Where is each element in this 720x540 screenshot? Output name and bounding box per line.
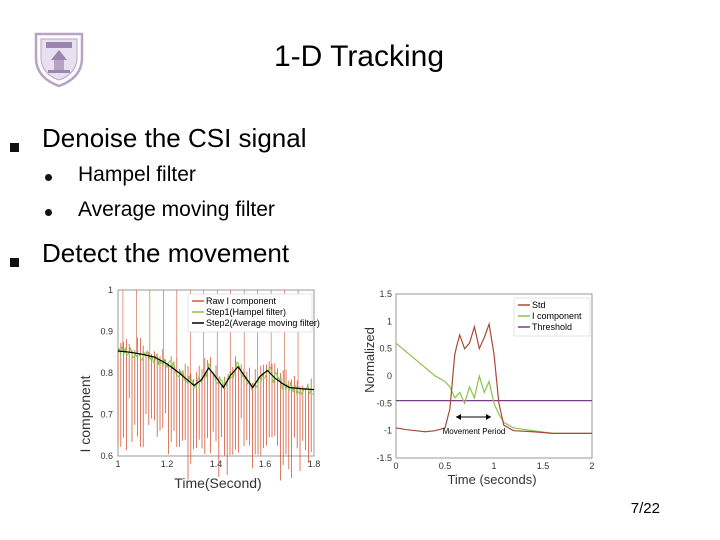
- sub-bullet-hampel: Hampel filter: [78, 163, 196, 186]
- chart2-ytick-label: 1: [387, 316, 392, 326]
- legend-threshold: Threshold: [532, 322, 572, 332]
- chart2-ytick-label: -0.5: [376, 398, 392, 408]
- legend-i-component: I component: [532, 311, 582, 321]
- legend-std: Std: [532, 300, 546, 310]
- chart1-xtick-label: 1.4: [210, 459, 223, 469]
- chart1-xtick-label: 1.6: [259, 459, 272, 469]
- movement-period-label: Movement Period: [443, 427, 506, 436]
- chart1-ytick-label: 0.8: [100, 368, 113, 378]
- chart2-ylabel: Normalized: [362, 327, 377, 393]
- chart2-xlabel: Time (seconds): [447, 472, 536, 487]
- university-crest-logo: [34, 32, 84, 88]
- chart2-ytick-label: -1: [384, 426, 392, 436]
- legend-hampel: Step1(Hampel filter): [206, 307, 286, 317]
- chart2-xtick-label: 0.5: [439, 461, 452, 471]
- chart-i-component: 1 1.2 1.4 1.6 1.8 0.6 0.7 0.8 0.9 1 Raw I compon…: [78, 285, 320, 491]
- chart2-ytick-label: -1.5: [376, 453, 392, 463]
- sub-bullet-moving-average: Average moving filter: [78, 198, 275, 221]
- chart2-legend: Std I component Threshold: [513, 297, 591, 337]
- chart1-plot-area: 1 1.2 1.4 1.6 1.8 0.6 0.7 0.8 0.9 1 Raw I compon…: [100, 285, 320, 481]
- chart1-legend: Raw I component Step1(Hampel filter) Ste…: [187, 293, 320, 333]
- bullet-detect-movement: Detect the movement: [42, 238, 290, 268]
- series-std: [395, 321, 592, 434]
- bullet-dot-icon: [45, 174, 52, 181]
- chart2-ytick-label: 1.5: [379, 289, 392, 299]
- series-step1-hampel-filter: [117, 346, 315, 397]
- chart2-xtick-label: 1.5: [537, 461, 550, 471]
- page-number: 7/22: [630, 500, 660, 517]
- chart2-xtick-label: 2: [589, 461, 594, 471]
- bullet-square-icon: [10, 143, 19, 152]
- chart1-xtick-label: 1.2: [161, 459, 174, 469]
- chart1-ytick-label: 0.9: [100, 327, 113, 337]
- chart1-ytick-label: 0.7: [100, 410, 113, 420]
- bullet-denoise: Denoise the CSI signal: [42, 123, 307, 153]
- slide-title: 1-D Tracking: [273, 40, 445, 73]
- chart2-ytick-label: 0: [387, 371, 392, 381]
- chart1-xtick-label: 1: [115, 459, 120, 469]
- legend-raw: Raw I component: [206, 296, 277, 306]
- chart1-xlabel: Time(Second): [174, 475, 261, 491]
- bullet-dot-icon: [45, 209, 52, 216]
- legend-moving: Step2(Average moving filter): [206, 318, 320, 328]
- bullet-square-icon: [10, 258, 19, 267]
- chart1-ylabel: I component: [78, 375, 93, 452]
- series-i-component: [395, 342, 592, 434]
- chart2-plot-area: 0 0.5 1 1.5 2 1.5 1 0.5 0 -0.5 -1 -1.5 Movement Pe…: [376, 289, 594, 471]
- chart1-xtick-label: 1.8: [308, 459, 321, 469]
- chart-normalized-std: 0 0.5 1 1.5 2 1.5 1 0.5 0 -0.5 -1 -1.5 Movement Pe…: [362, 289, 595, 487]
- chart2-xtick-label: 1: [491, 461, 496, 471]
- chart1-ytick-label: 1: [108, 285, 113, 295]
- chart2-ytick-label: 0.5: [379, 344, 392, 354]
- series-step2-average-moving-filter: [117, 350, 315, 391]
- chart2-xtick-label: 0: [393, 461, 398, 471]
- chart1-ytick-label: 0.6: [100, 451, 113, 461]
